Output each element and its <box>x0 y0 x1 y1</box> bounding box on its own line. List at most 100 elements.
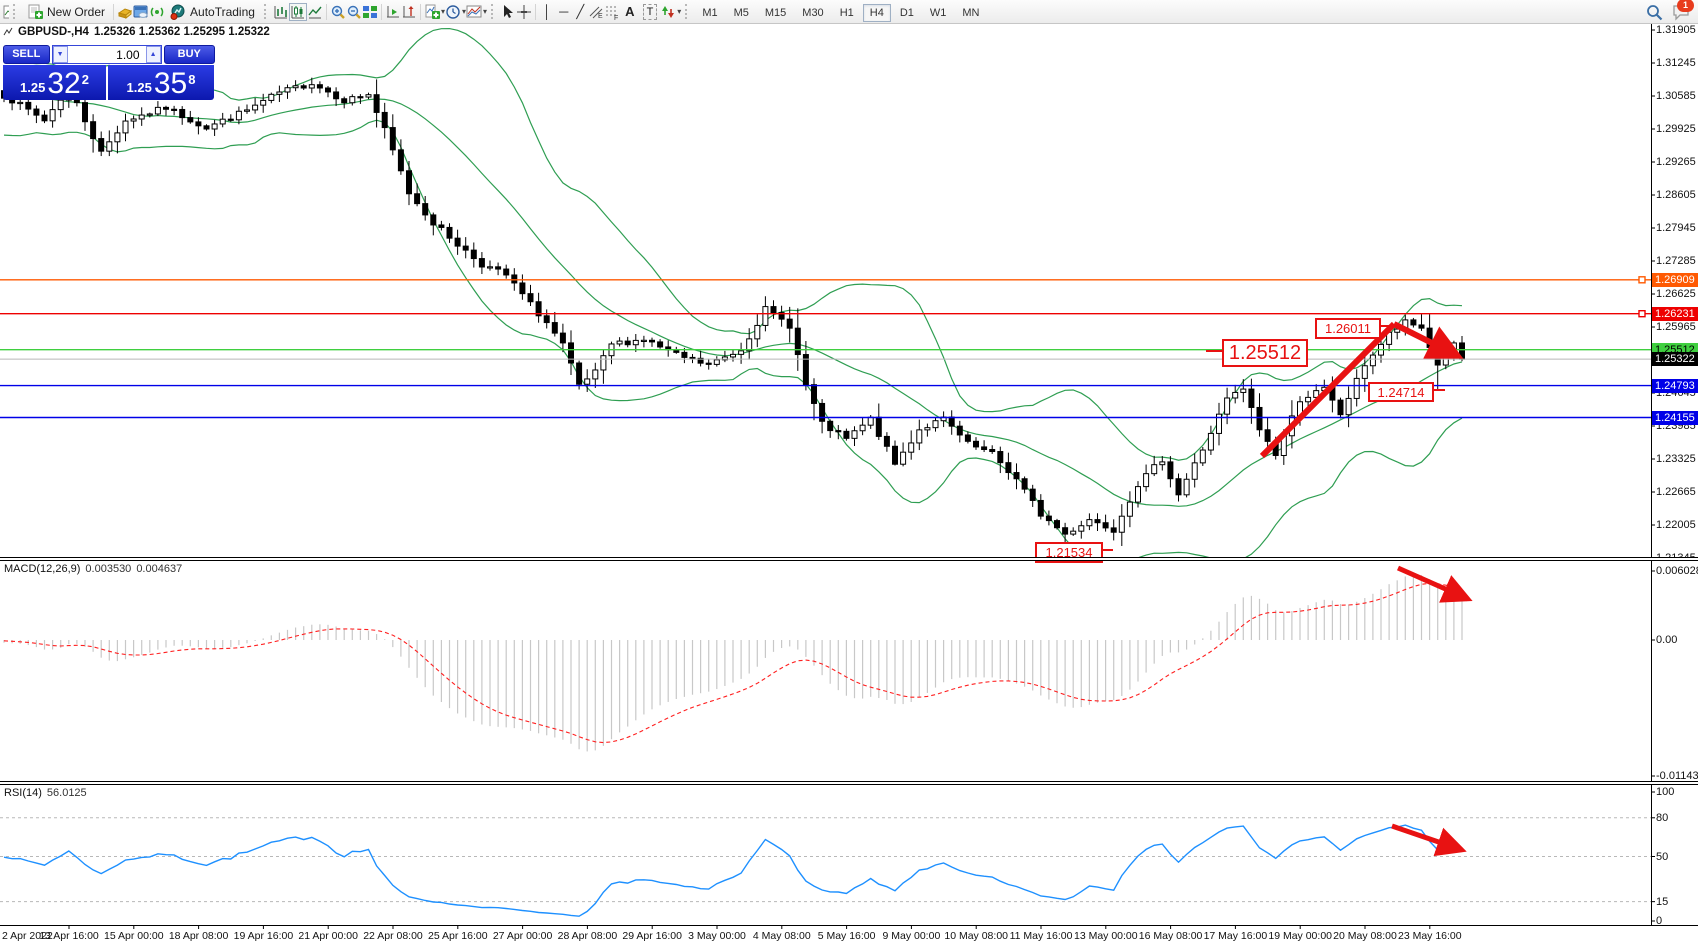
signals-icon[interactable] <box>149 4 165 20</box>
candle-body <box>381 111 388 129</box>
candle-body <box>138 114 145 120</box>
one-click-trading-panel: SELL ▼ ▲ BUY 1.25 32 2 1.25 35 8 <box>3 45 215 100</box>
candle-body <box>1062 527 1069 535</box>
buy-price-big: 35 <box>153 67 188 100</box>
autotrading-icon <box>170 4 186 20</box>
new-order-icon <box>27 4 43 20</box>
candle-body <box>1224 397 1231 415</box>
market-watch-icon[interactable] <box>117 4 133 20</box>
candle-body <box>1256 406 1263 431</box>
candle-body <box>365 94 372 98</box>
candle-body <box>811 384 817 404</box>
rsi-value: 56.0125 <box>46 787 87 799</box>
candle-body <box>875 416 882 437</box>
candle-body <box>948 416 955 427</box>
crosshair-icon[interactable] <box>516 4 532 20</box>
chart-ohlc-values: 1.25326 1.25362 1.25295 1.25322 <box>93 26 270 38</box>
chart-title-row: GBPUSD-,H4 1.25326 1.25362 1.25295 1.253… <box>3 26 270 38</box>
candle-body <box>1369 354 1376 367</box>
period-button-m1[interactable]: M1 <box>702 6 718 19</box>
equidistant-channel-tool-icon[interactable]: E <box>588 4 604 20</box>
volume-decrease-button[interactable]: ▼ <box>52 46 68 63</box>
auto-scroll-icon[interactable] <box>385 4 401 20</box>
period-button-mn[interactable]: MN <box>962 6 980 19</box>
terminal-window-icon[interactable] <box>133 4 149 20</box>
candle-body <box>292 85 299 89</box>
candle-body <box>41 114 48 122</box>
sell-price-big: 32 <box>47 67 81 100</box>
volume-increase-button[interactable]: ▲ <box>145 46 161 63</box>
period-button-m30[interactable]: M30 <box>802 6 824 19</box>
candle-body <box>1078 525 1085 532</box>
candle-body <box>827 420 834 432</box>
period-button-h1[interactable]: H1 <box>839 6 854 19</box>
text-tool-icon[interactable]: A <box>625 4 635 19</box>
new-order-button[interactable]: New Order <box>22 3 110 21</box>
buy-price-display[interactable]: 1.25 35 8 <box>108 65 214 100</box>
candle-body <box>187 117 194 123</box>
zoom-in-icon[interactable] <box>330 4 346 20</box>
bar-chart-mode-icon[interactable] <box>273 4 289 20</box>
volume-input[interactable] <box>67 46 146 63</box>
sell-price-display[interactable]: 1.25 32 2 <box>3 65 106 100</box>
periods-clock-icon[interactable] <box>445 4 461 20</box>
candle-body <box>859 424 866 432</box>
zoom-out-icon[interactable] <box>346 4 362 20</box>
sell-price-prefix: 1.25 <box>20 80 46 95</box>
tile-windows-icon[interactable] <box>362 4 378 20</box>
candle-body <box>179 108 186 119</box>
templates-icon[interactable] <box>466 4 482 20</box>
cursor-icon[interactable] <box>500 4 516 20</box>
macd-rsi-pane-separator[interactable] <box>0 781 1698 785</box>
macd-pane-series <box>3 575 1463 752</box>
chart-shift-icon[interactable] <box>401 4 417 20</box>
candle-body <box>1005 462 1012 474</box>
candle-body <box>503 268 510 276</box>
main-macd-pane-separator[interactable] <box>0 557 1698 561</box>
candle-body <box>1216 413 1222 434</box>
candle-body <box>1143 473 1150 488</box>
fibonacci-tool-icon[interactable]: F <box>604 4 620 22</box>
period-button-w1[interactable]: W1 <box>929 6 947 19</box>
period-button-h4[interactable]: H4 <box>862 3 891 22</box>
trend-arrow <box>1259 321 1397 459</box>
period-button-m5[interactable]: M5 <box>733 6 749 19</box>
sell-button[interactable]: SELL <box>3 45 50 64</box>
arrows-tool-icon[interactable] <box>660 4 676 20</box>
candle-body <box>900 451 907 465</box>
indicators-caret-icon[interactable]: ▾ <box>440 7 445 16</box>
candle-body <box>49 109 56 122</box>
candle-body <box>1232 391 1239 399</box>
vertical-line-tool-icon[interactable]: │ <box>543 4 552 19</box>
chat-icon[interactable]: 1 <box>1672 0 1694 21</box>
candle-body <box>519 282 526 295</box>
autotrading-button[interactable]: AutoTrading <box>165 3 260 21</box>
candle-body <box>843 430 850 439</box>
time-axis-border <box>0 925 1698 926</box>
toolbar-separator <box>535 3 536 20</box>
candlestick-mode-icon[interactable] <box>288 2 307 21</box>
period-button-d1[interactable]: D1 <box>899 6 914 19</box>
candle-body <box>1102 522 1109 529</box>
indicators-add-icon[interactable] <box>424 4 440 20</box>
period-button-m15[interactable]: M15 <box>764 6 787 19</box>
trend-arrow <box>1392 321 1464 359</box>
chart-mini-icon[interactable] <box>0 4 9 20</box>
candle-body <box>252 104 259 111</box>
buy-button[interactable]: BUY <box>163 45 215 64</box>
candle-body <box>1313 390 1320 398</box>
text-label-tool-icon[interactable]: T <box>642 3 658 20</box>
templates-caret-icon[interactable]: ▾ <box>482 7 487 16</box>
trendline-tool-icon[interactable]: ╱ <box>576 3 585 19</box>
periods-caret-icon[interactable]: ▾ <box>461 7 466 16</box>
line-chart-mode-icon[interactable] <box>307 4 323 20</box>
candle-body <box>106 141 113 152</box>
candle-body <box>203 125 210 130</box>
candle-body <box>730 353 736 358</box>
horizontal-line-tool-icon[interactable]: ─ <box>559 4 569 19</box>
toolbar-grip <box>263 4 269 19</box>
search-icon[interactable] <box>1646 4 1663 20</box>
candle-body <box>989 448 996 453</box>
arrows-caret-icon[interactable]: ▾ <box>677 7 682 16</box>
